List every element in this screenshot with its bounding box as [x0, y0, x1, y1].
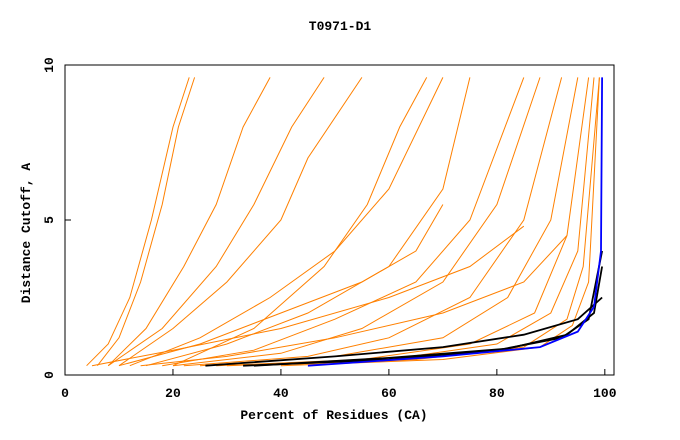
- series-line: [183, 77, 563, 367]
- series-line: [253, 77, 600, 367]
- series-line: [280, 77, 600, 367]
- y-tick-label: 10: [42, 57, 57, 73]
- series-line: [107, 77, 271, 367]
- x-tick-label: 40: [273, 386, 289, 401]
- x-axis-label: Percent of Residues (CA): [240, 408, 427, 423]
- series-line: [145, 77, 471, 367]
- x-tick-label: 20: [165, 386, 181, 401]
- series-line: [253, 266, 603, 367]
- series-line: [172, 77, 541, 367]
- series-line: [107, 77, 325, 367]
- x-tick-label: 0: [61, 386, 69, 401]
- plot-frame: [64, 64, 615, 376]
- y-tick-label: 0: [42, 371, 57, 379]
- series-line: [118, 77, 363, 367]
- series-line: [91, 225, 525, 367]
- series-line: [162, 77, 525, 367]
- chart-title: T0971-D1: [309, 19, 372, 34]
- y-axis-label: Distance Cutoff, A: [19, 163, 34, 304]
- series-line: [205, 296, 603, 367]
- x-tick-label: 80: [489, 386, 505, 401]
- x-tick-label: 100: [593, 386, 617, 401]
- series-line: [172, 77, 428, 367]
- series-line: [140, 235, 568, 367]
- series-line: [129, 77, 444, 367]
- series-line: [118, 204, 444, 367]
- y-tick-label: 5: [42, 216, 57, 224]
- series-line: [86, 77, 190, 367]
- series-line: [307, 77, 603, 367]
- series-line: [97, 77, 196, 367]
- x-tick-label: 60: [381, 386, 397, 401]
